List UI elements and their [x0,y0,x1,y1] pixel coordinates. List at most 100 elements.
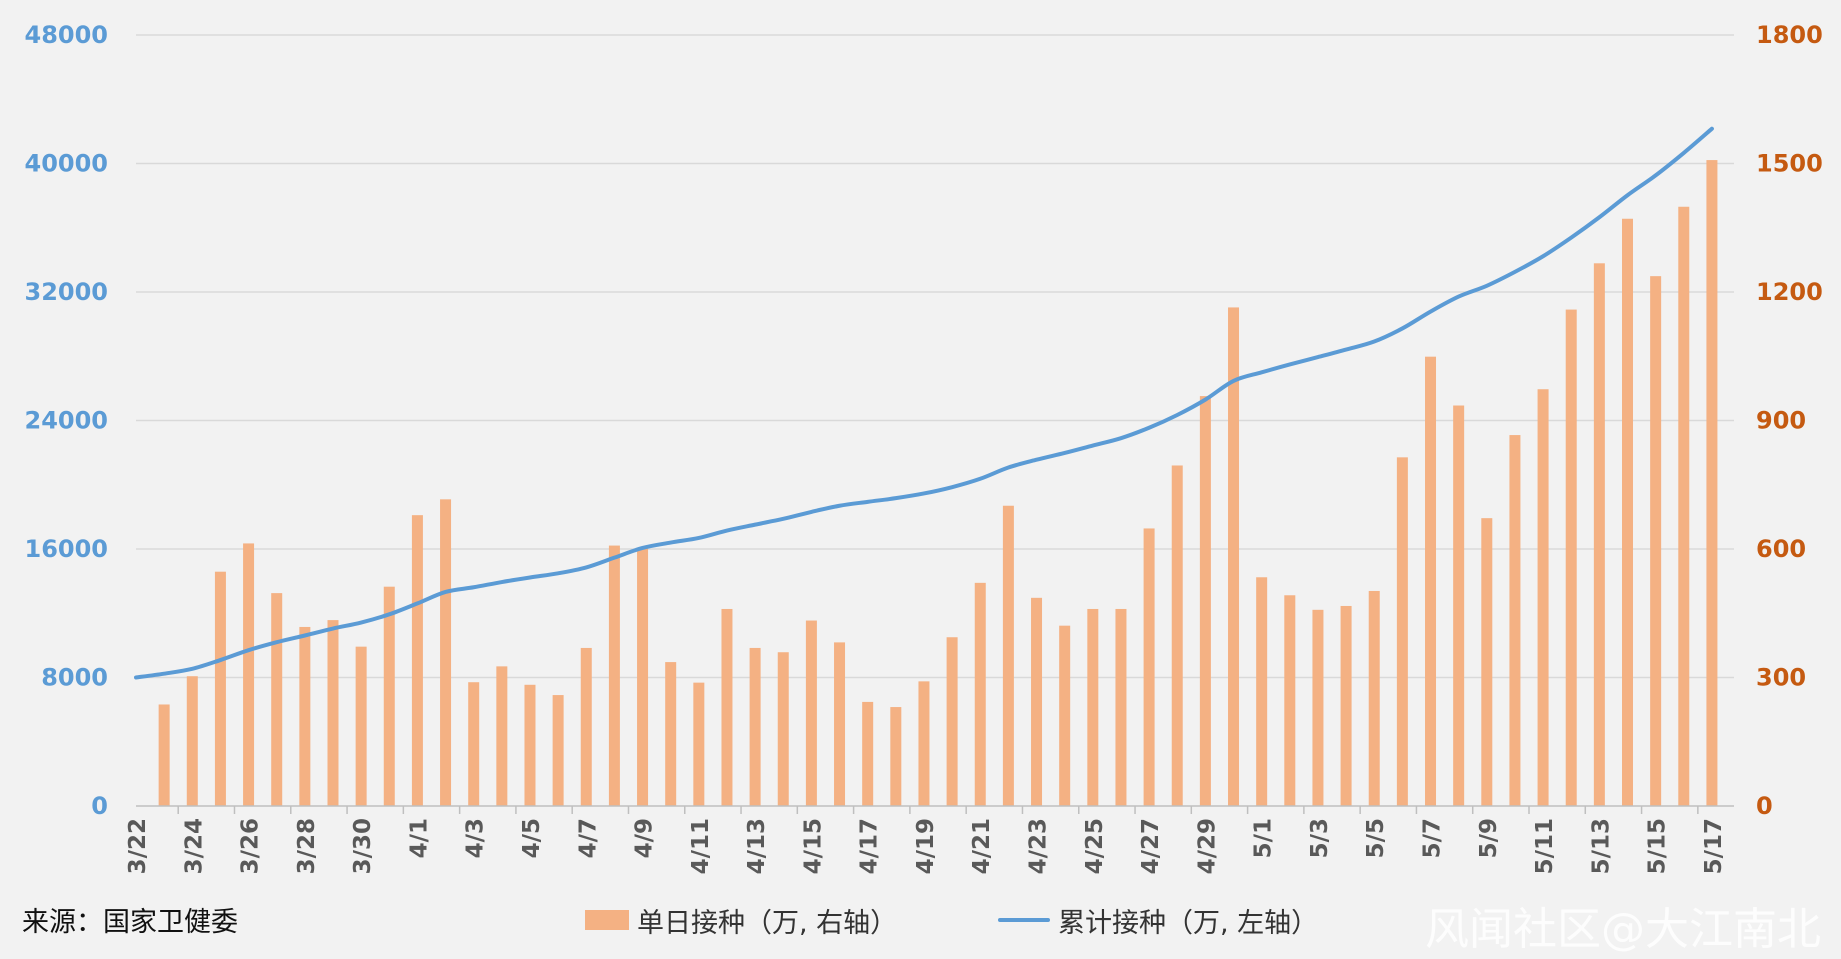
bar-daily [580,647,592,806]
y-left-tick-label: 48000 [25,21,109,49]
bar-daily [1115,608,1127,806]
bar-daily [1453,405,1465,806]
bar-daily [355,646,367,806]
x-tick-label: 5/3 [1307,818,1333,858]
bar-daily [1059,625,1071,806]
x-tick-label: 4/23 [1026,818,1052,874]
bar-daily [524,684,536,806]
y-left-tick-label: 0 [91,792,108,820]
x-tick-label: 5/5 [1363,818,1389,858]
x-tick-label: 5/1 [1251,818,1277,858]
bar-daily [383,586,395,806]
bar-daily [608,545,620,806]
bar-daily [693,682,705,806]
x-tick-label: 3/26 [238,818,264,874]
bar-daily [1509,435,1521,806]
bar-daily [1396,457,1408,806]
y-left-tick-label: 40000 [25,150,109,178]
y-right-tick-label: 1200 [1756,278,1823,306]
x-tick-label: 3/28 [294,818,320,874]
bar-daily [1622,218,1634,806]
x-tick-label: 4/9 [632,818,658,858]
legend-item-cumulative: 累计接种（万, 左轴） [998,900,1318,940]
legend-label-cumulative: 累计接种（万, 左轴） [1058,907,1319,939]
bar-daily [1087,608,1099,806]
bar-daily [1340,605,1352,806]
line-cumulative [134,126,1714,680]
bar-daily [1031,597,1043,806]
bar-daily [496,666,508,806]
bar-daily [665,662,677,806]
bar-daily [721,608,733,806]
x-tick-label: 4/11 [688,818,714,874]
x-tick-label: 5/11 [1532,818,1558,874]
x-tick-label: 4/7 [575,818,601,858]
bar-daily [1565,309,1577,806]
bar-daily [214,571,226,806]
y-right-tick-label: 0 [1756,792,1773,820]
bar-daily [1228,307,1240,806]
x-tick-label: 4/3 [463,818,489,858]
bar-daily [468,682,480,806]
y-left-tick-label: 8000 [41,664,108,692]
y-left-tick-label: 24000 [25,407,109,435]
y-right-tick-label: 900 [1756,407,1806,435]
bar-daily [271,593,283,806]
y-right-tick-label: 600 [1756,535,1806,563]
x-tick-label: 4/27 [1138,818,1164,874]
x-tick-label: 4/19 [913,818,939,874]
y-right-tick-label: 1500 [1756,150,1823,178]
y-right-tick-label: 1800 [1756,21,1823,49]
x-tick-label: 3/30 [350,818,376,874]
y-right-tick-label: 300 [1756,664,1806,692]
bar-daily [440,499,452,806]
x-tick-label: 3/22 [125,818,151,874]
bar-daily [1143,528,1155,806]
legend-swatch-daily [585,910,629,930]
bar-daily [243,543,255,806]
bar-daily [637,547,649,806]
bar-daily [1706,160,1718,806]
bar-daily [411,515,423,806]
bar-daily [834,642,846,806]
x-tick-label: 4/17 [857,818,883,874]
bar-daily [1284,595,1296,806]
bar-daily [1368,590,1380,806]
bar-daily [946,637,958,806]
bar-daily [862,701,874,806]
x-tick-label: 4/1 [406,818,432,858]
y-left-tick-label: 16000 [25,535,109,563]
x-tick-label: 5/13 [1588,818,1614,874]
legend-label-daily: 单日接种（万, 右轴） [637,907,898,939]
watermark: 风闻社区@大江南北 [1425,904,1821,955]
bar-daily [186,676,198,806]
bar-daily [1481,518,1493,806]
x-tick-label: 4/25 [1082,818,1108,874]
x-tick-label: 5/7 [1420,818,1446,858]
bar-daily [299,626,311,806]
x-tick-label: 4/13 [744,818,770,874]
y-left-tick-label: 32000 [25,278,109,306]
source-note: 来源：国家卫健委 [22,907,238,938]
legend-swatch-cumulative [998,918,1050,922]
bar-daily [749,647,761,806]
x-tick-label: 4/5 [519,818,545,858]
bar-daily [1678,206,1690,807]
x-tick-label: 4/15 [800,818,826,874]
bar-daily [777,652,789,806]
bar-daily [890,707,902,806]
bar-daily [1002,505,1014,806]
x-tick-label: 5/15 [1645,818,1671,874]
bar-daily [327,620,339,806]
legend-item-daily: 单日接种（万, 右轴） [585,900,897,940]
bar-daily [1171,465,1183,806]
bar-daily [1312,609,1324,806]
bar-daily [552,695,564,806]
bar-daily [1199,396,1211,806]
bar-daily [1650,276,1662,806]
bar-daily [805,620,817,806]
bar-daily [1425,356,1437,806]
bar-daily [918,681,930,806]
